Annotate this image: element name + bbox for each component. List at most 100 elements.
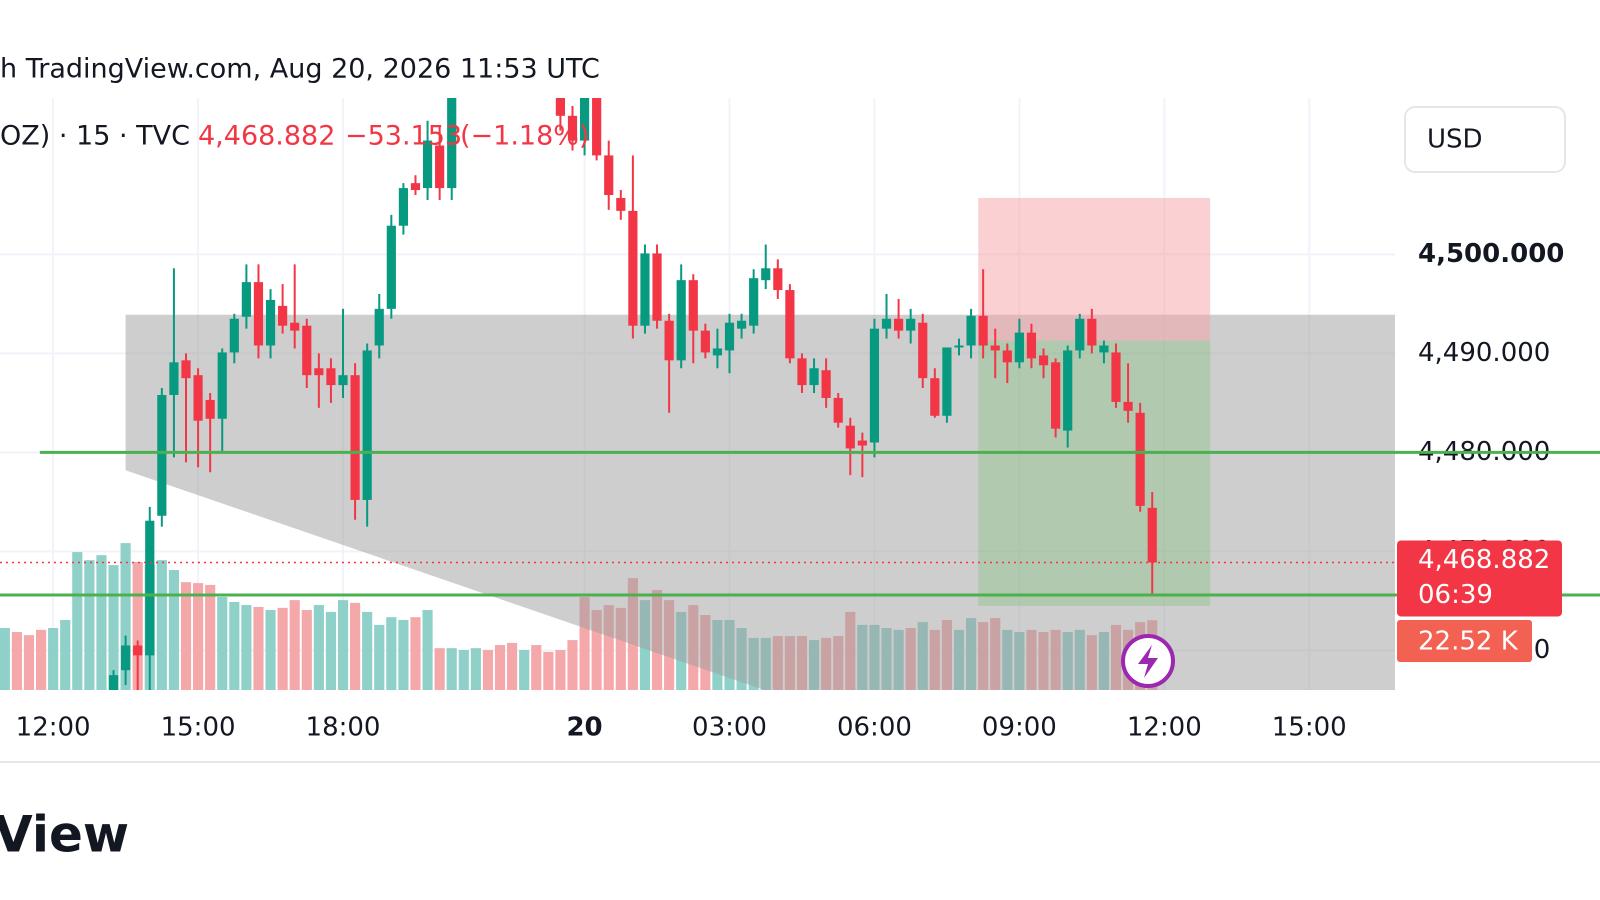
lightning-icon[interactable] (1121, 634, 1175, 688)
candle-body (579, 98, 590, 141)
volume-bar (386, 617, 397, 690)
candle-body (942, 347, 952, 416)
candle-body (229, 318, 239, 353)
icon-bolt[interactable] (1138, 645, 1158, 678)
candle-body (374, 308, 384, 346)
candle-body (809, 368, 819, 386)
x-tick-label: 03:00 (692, 713, 767, 743)
x-tick-label: 12:00 (1127, 713, 1202, 743)
volume-bar (555, 650, 566, 690)
volume-bar (579, 597, 590, 690)
candle-body (894, 318, 904, 331)
volume-bar (362, 611, 373, 690)
candle-body (1063, 350, 1073, 431)
volume-bar (120, 543, 131, 690)
volume-bar (132, 561, 143, 690)
volume-bar (84, 560, 95, 690)
volume-bar (446, 648, 457, 690)
volume-bar (398, 619, 409, 690)
candle-body (302, 325, 312, 376)
volume-bar (229, 601, 240, 690)
candle-body (785, 290, 795, 359)
candle-body (265, 299, 276, 346)
volume-bar (265, 610, 276, 690)
price-labels: 4,468.882 06:39 22.52 K (1397, 540, 1562, 662)
x-tick-label: 15:00 (161, 713, 236, 743)
candle-body (1051, 362, 1061, 429)
candle-body (1026, 332, 1037, 359)
candle-body (990, 345, 1000, 351)
x-tick-label: 20 (566, 713, 602, 743)
candle-body (978, 315, 988, 346)
candle-body (555, 98, 566, 116)
header-title: h TradingView.com, Aug 20, 2026 11:53 UT… (0, 54, 600, 85)
candle-body (628, 210, 638, 326)
x-tick-label: 06:00 (837, 713, 912, 743)
volume-bar (494, 645, 506, 690)
volume-bar (603, 605, 614, 690)
candle-body (821, 370, 831, 398)
volume-label: 22.52 K (1418, 627, 1519, 657)
volume-bar (531, 645, 542, 690)
candle-body (724, 322, 735, 351)
candle-body (773, 268, 783, 291)
candle-body (1075, 318, 1085, 351)
volume-bar (543, 651, 554, 690)
volume-label-box (1397, 620, 1532, 662)
candle-body (326, 368, 336, 386)
volume-bar (350, 602, 361, 690)
volume-bar (35, 629, 47, 690)
volume-bar (482, 650, 494, 690)
candle-body (736, 320, 747, 329)
volume-bar (241, 605, 252, 690)
volume-bar (337, 600, 349, 690)
volume-bar (253, 606, 264, 690)
candle-body (688, 280, 698, 331)
volume-bar (193, 583, 204, 690)
candle-body (966, 315, 976, 346)
candle-body (833, 397, 843, 423)
volume-bar (0, 628, 10, 690)
candle-body (567, 115, 578, 141)
change-pct: (−1.18%) (460, 121, 589, 152)
candle-body (133, 645, 143, 656)
candle-body (918, 322, 928, 379)
volume-bar (301, 610, 312, 690)
y-tick-label: 4,500.000 (1418, 239, 1564, 269)
candle-body (181, 360, 191, 379)
currency-box[interactable] (1404, 106, 1566, 173)
candle-body (700, 330, 710, 353)
volume-bar (96, 555, 107, 690)
x-tick-label: 09:00 (982, 713, 1057, 743)
candle-body (1014, 332, 1024, 363)
candle-body (169, 362, 179, 395)
volume-bar (60, 619, 71, 690)
candle-body (676, 280, 686, 361)
plot (0, 98, 1395, 690)
volume-bar (277, 607, 288, 690)
candle-body (869, 328, 880, 443)
candle-body (1111, 352, 1121, 402)
candle-body (1002, 350, 1012, 363)
volume-bar (325, 611, 337, 690)
candle-body (1135, 412, 1145, 506)
volume-bar (615, 607, 626, 690)
candle-body (350, 375, 360, 500)
candle-body (108, 675, 119, 690)
change: −53.153 (345, 121, 462, 152)
volume-bar (217, 597, 228, 690)
candle-body (1099, 345, 1109, 353)
candle-body (362, 350, 372, 500)
candle-body (616, 197, 626, 211)
target-zone (978, 340, 1211, 606)
candle-body (205, 399, 215, 419)
candle-body (930, 378, 940, 416)
currency[interactable]: USD (1427, 125, 1483, 155)
candle-body (1123, 401, 1133, 411)
candle-body (954, 345, 964, 348)
symbol: OZ) · 15 · TVC (0, 121, 190, 152)
y-tick-label: 4,490.000 (1418, 338, 1550, 368)
stop-zone (978, 197, 1211, 341)
volume-bar (434, 648, 445, 690)
volume-bar (205, 584, 216, 690)
